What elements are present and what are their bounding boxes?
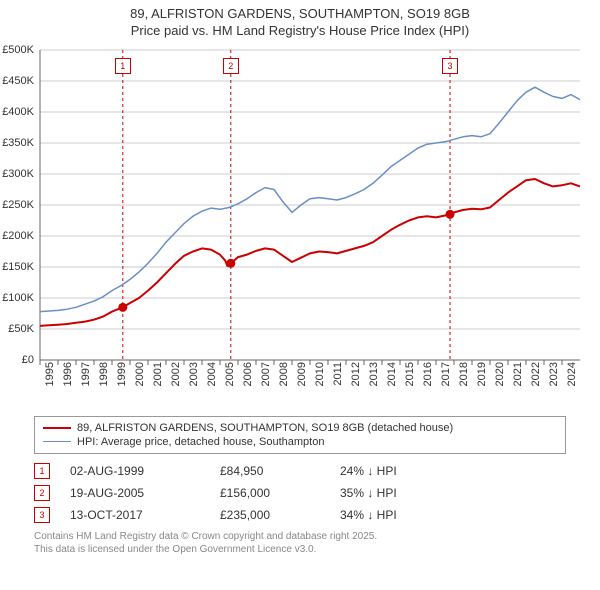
x-tick-label: 2001	[152, 362, 164, 402]
title-line-1: 89, ALFRISTON GARDENS, SOUTHAMPTON, SO19…	[0, 6, 600, 23]
sale-delta: 35% ↓ HPI	[340, 486, 460, 500]
x-tick-label: 2005	[224, 362, 236, 402]
sale-marker-box: 3	[34, 507, 50, 523]
x-tick-label: 1997	[80, 362, 92, 402]
legend-swatch	[43, 441, 71, 442]
x-tick-label: 2004	[206, 362, 218, 402]
y-tick-label: £400K	[0, 106, 34, 118]
y-tick-label: £200K	[0, 230, 34, 242]
x-tick-label: 1998	[98, 362, 110, 402]
sale-price: £84,950	[220, 464, 340, 478]
sale-marker-box: 1	[34, 463, 50, 479]
legend: 89, ALFRISTON GARDENS, SOUTHAMPTON, SO19…	[34, 416, 566, 454]
x-tick-label: 2009	[296, 362, 308, 402]
sales-table: 1 02-AUG-1999£84,95024% ↓ HPI 2 19-AUG-2005…	[34, 460, 566, 526]
y-tick-label: £500K	[0, 44, 34, 56]
x-tick-label: 2023	[548, 362, 560, 402]
legend-swatch	[43, 427, 71, 429]
x-tick-label: 1996	[62, 362, 74, 402]
sale-marker-2: 2	[223, 58, 239, 74]
sale-delta: 24% ↓ HPI	[340, 464, 460, 478]
sale-marker-3: 3	[442, 58, 458, 74]
chart-svg	[0, 40, 600, 410]
x-tick-label: 2006	[242, 362, 254, 402]
legend-label: HPI: Average price, detached house, Sout…	[77, 436, 324, 448]
x-tick-label: 2011	[332, 362, 344, 402]
y-tick-label: £450K	[0, 75, 34, 87]
chart-area: £0 £50K £100K £150K £200K £250K £300K £350K £400…	[0, 40, 600, 410]
sale-marker-1: 1	[115, 58, 131, 74]
x-tick-label: 2013	[368, 362, 380, 402]
x-tick-label: 2021	[512, 362, 524, 402]
y-tick-label: £50K	[0, 323, 34, 335]
x-tick-label: 2008	[278, 362, 290, 402]
sale-date: 02-AUG-1999	[70, 464, 220, 478]
x-tick-label: 2007	[260, 362, 272, 402]
x-tick-label: 2000	[134, 362, 146, 402]
x-tick-label: 2003	[188, 362, 200, 402]
x-tick-label: 2024	[566, 362, 578, 402]
y-tick-label: £250K	[0, 199, 34, 211]
y-tick-label: £300K	[0, 168, 34, 180]
sale-price: £156,000	[220, 486, 340, 500]
x-tick-label: 2017	[440, 362, 452, 402]
x-tick-label: 2016	[422, 362, 434, 402]
attribution-line-1: Contains HM Land Registry data © Crown c…	[34, 530, 566, 543]
y-tick-label: £100K	[0, 292, 34, 304]
sale-marker-box: 2	[34, 485, 50, 501]
x-tick-label: 2022	[530, 362, 542, 402]
x-tick-label: 2020	[494, 362, 506, 402]
x-tick-label: 1995	[44, 362, 56, 402]
sale-price: £235,000	[220, 508, 340, 522]
sale-date: 13-OCT-2017	[70, 508, 220, 522]
sales-row: 3 13-OCT-2017£235,00034% ↓ HPI	[34, 504, 566, 526]
y-tick-label: £0	[0, 354, 34, 366]
legend-item: 89, ALFRISTON GARDENS, SOUTHAMPTON, SO19…	[43, 421, 557, 435]
attribution: Contains HM Land Registry data © Crown c…	[34, 530, 566, 556]
x-tick-label: 2014	[386, 362, 398, 402]
x-tick-label: 2012	[350, 362, 362, 402]
x-tick-label: 1999	[116, 362, 128, 402]
x-tick-label: 2018	[458, 362, 470, 402]
title-line-2: Price paid vs. HM Land Registry's House …	[0, 23, 600, 40]
sales-row: 2 19-AUG-2005£156,00035% ↓ HPI	[34, 482, 566, 504]
chart-title: 89, ALFRISTON GARDENS, SOUTHAMPTON, SO19…	[0, 0, 600, 40]
sales-row: 1 02-AUG-1999£84,95024% ↓ HPI	[34, 460, 566, 482]
legend-item: HPI: Average price, detached house, Sout…	[43, 435, 557, 449]
sale-date: 19-AUG-2005	[70, 486, 220, 500]
attribution-line-2: This data is licensed under the Open Gov…	[34, 543, 566, 556]
x-tick-label: 2010	[314, 362, 326, 402]
legend-label: 89, ALFRISTON GARDENS, SOUTHAMPTON, SO19…	[77, 422, 453, 434]
x-tick-label: 2019	[476, 362, 488, 402]
y-tick-label: £150K	[0, 261, 34, 273]
x-tick-label: 2002	[170, 362, 182, 402]
sale-delta: 34% ↓ HPI	[340, 508, 460, 522]
y-tick-label: £350K	[0, 137, 34, 149]
x-tick-label: 2015	[404, 362, 416, 402]
